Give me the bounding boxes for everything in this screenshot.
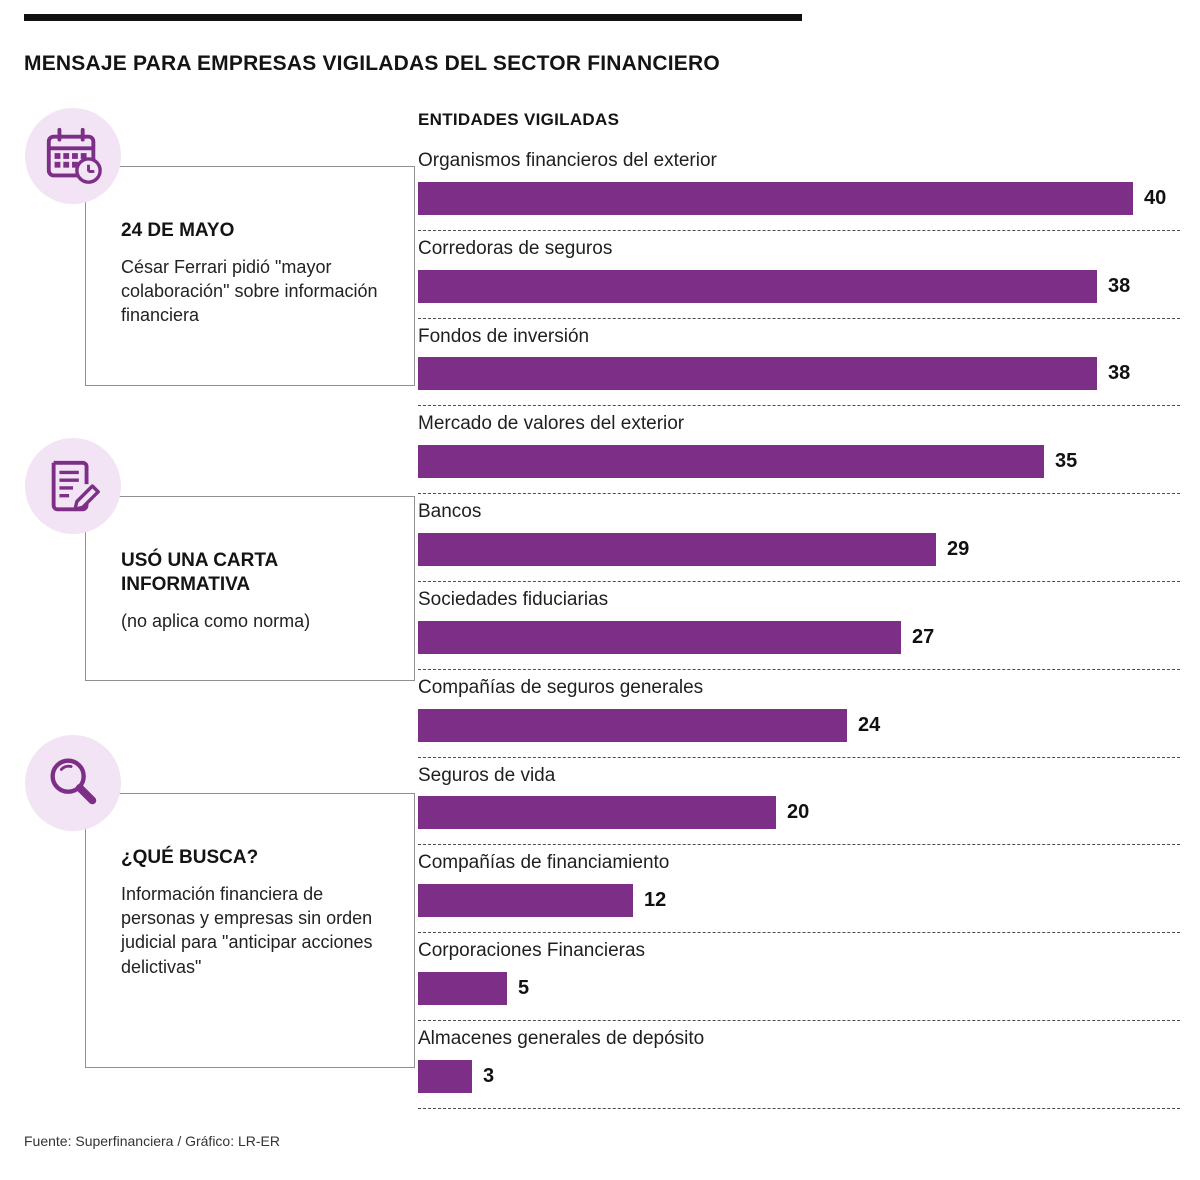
bar-wrap: 40 xyxy=(418,181,1180,215)
magnifier-icon xyxy=(25,735,121,831)
info-body-search: Información financiera de personas y emp… xyxy=(121,883,373,977)
bar-label: Fondos de inversión xyxy=(418,325,590,347)
bar-value: 12 xyxy=(644,889,667,912)
bar xyxy=(418,357,1097,391)
document-pencil-icon xyxy=(25,438,121,534)
info-body-date: César Ferrari pidió "mayor colaboración"… xyxy=(121,256,378,326)
bar xyxy=(418,620,901,654)
chart-title: ENTIDADES VIGILADAS xyxy=(418,110,620,129)
bar xyxy=(418,708,847,742)
bar-rows: Organismos financieros del exterior 40 C… xyxy=(418,143,1180,1109)
bar-wrap: 38 xyxy=(418,357,1180,391)
bar-label: Organismos financieros del exterior xyxy=(418,150,717,171)
bar xyxy=(418,1059,472,1093)
bar-label: Seguros de vida xyxy=(418,764,556,786)
bar-row: Bancos 29 xyxy=(418,494,1180,582)
bar-label: Sociedades fiduciarias xyxy=(418,588,609,610)
bar-row: Sociedades fiduciarias 27 xyxy=(418,582,1180,670)
bar-value: 35 xyxy=(1055,450,1078,473)
bar-value: 27 xyxy=(912,625,935,648)
bar xyxy=(418,532,936,566)
title-rule xyxy=(24,14,802,21)
bar-row: Seguros de vida 20 xyxy=(418,758,1180,846)
info-box-letter: USÓ UNA CARTA INFORMATIVA (no aplica com… xyxy=(85,496,415,681)
bar-wrap: 29 xyxy=(418,532,1180,566)
info-heading-date: 24 DE MAYO xyxy=(121,220,235,241)
bar xyxy=(418,796,776,830)
bar-value: 3 xyxy=(483,1064,495,1087)
bar-wrap: 35 xyxy=(418,445,1180,479)
bar-value: 40 xyxy=(1144,186,1167,209)
calendar-clock-icon xyxy=(25,108,121,204)
bar-wrap: 27 xyxy=(418,620,1180,654)
bar-value: 20 xyxy=(787,801,810,824)
bar-label: Compañías de financiamiento xyxy=(418,852,670,874)
bar-row: Almacenes generales de depósito 3 xyxy=(418,1021,1180,1109)
bar-label: Corporaciones Financieras xyxy=(418,940,646,962)
info-heading-search: ¿QUÉ BUSCA? xyxy=(121,847,259,868)
bar-label: Compañías de seguros generales xyxy=(418,676,704,698)
bar-wrap: 24 xyxy=(418,708,1180,742)
bar xyxy=(418,884,633,918)
bar-row: Compañías de seguros generales 24 xyxy=(418,670,1180,758)
bar xyxy=(418,445,1044,479)
bar-wrap: 38 xyxy=(418,269,1180,303)
bar-label: Almacenes generales de depósito xyxy=(418,1027,705,1049)
bar-value: 38 xyxy=(1108,362,1131,385)
bar-row: Fondos de inversión 38 xyxy=(418,319,1180,407)
bar-wrap: 5 xyxy=(418,971,1180,1005)
bar-row: Mercado de valores del exterior 35 xyxy=(418,406,1180,495)
bar-chart: ENTIDADES VIGILADAS Organismos financier… xyxy=(418,110,1180,1109)
info-box-date: 24 DE MAYO César Ferrari pidió "mayor co… xyxy=(85,166,415,386)
bar-row: Corporaciones Financieras 5 xyxy=(418,933,1180,1021)
bar-value: 29 xyxy=(947,537,970,560)
bar-value: 24 xyxy=(858,713,881,736)
info-heading-letter: USÓ UNA CARTA INFORMATIVA xyxy=(121,550,278,595)
bar-label: Corredoras de seguros xyxy=(418,237,613,259)
bar-value: 38 xyxy=(1108,274,1131,297)
info-body-letter: (no aplica como norma) xyxy=(121,610,311,631)
page-title: MENSAJE PARA EMPRESAS VIGILADAS DEL SECT… xyxy=(24,52,720,76)
bar-wrap: 12 xyxy=(418,884,1180,918)
bar xyxy=(418,971,507,1005)
info-box-search: ¿QUÉ BUSCA? Información financiera de pe… xyxy=(85,793,415,1068)
bar-label: Bancos xyxy=(418,501,482,523)
bar-wrap: 3 xyxy=(418,1059,1180,1093)
bar-row: Corredoras de seguros 38 xyxy=(418,231,1180,319)
source-credit: Fuente: Superfinanciera / Gráfico: LR-ER xyxy=(24,1133,281,1149)
bar-row: Compañías de financiamiento 12 xyxy=(418,845,1180,934)
bar xyxy=(418,181,1133,215)
bar xyxy=(418,269,1097,303)
bar-label: Mercado de valores del exterior xyxy=(418,413,685,435)
bar-row: Organismos financieros del exterior 40 xyxy=(418,143,1180,231)
bar-wrap: 20 xyxy=(418,796,1180,830)
bar-value: 5 xyxy=(518,976,530,999)
